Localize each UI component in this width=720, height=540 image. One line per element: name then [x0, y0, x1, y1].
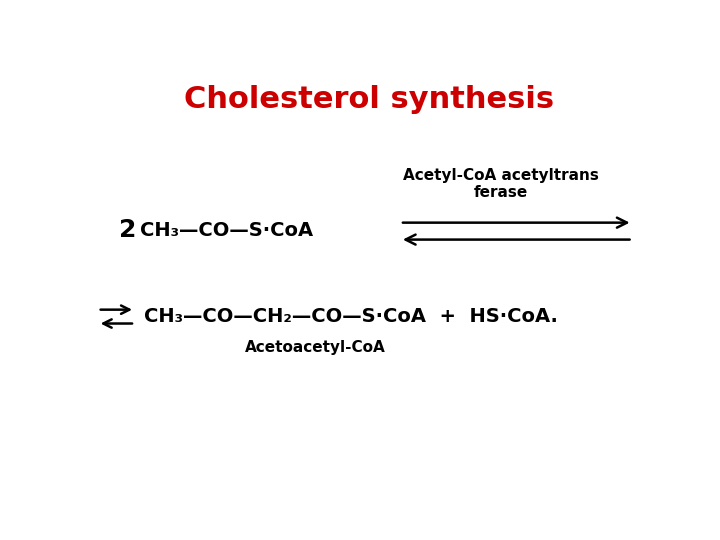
- Text: CH₃—CO—S·CoA: CH₃—CO—S·CoA: [140, 221, 313, 240]
- Text: 2: 2: [120, 218, 137, 242]
- Text: Acetyl-CoA acetyltrans
ferase: Acetyl-CoA acetyltrans ferase: [402, 168, 599, 200]
- Text: Acetoacetyl-CoA: Acetoacetyl-CoA: [245, 340, 386, 355]
- Text: Cholesterol synthesis: Cholesterol synthesis: [184, 85, 554, 114]
- Text: CH₃—CO—CH₂—CO—S·CoA  +  HS·CoA.: CH₃—CO—CH₂—CO—S·CoA + HS·CoA.: [144, 307, 558, 326]
